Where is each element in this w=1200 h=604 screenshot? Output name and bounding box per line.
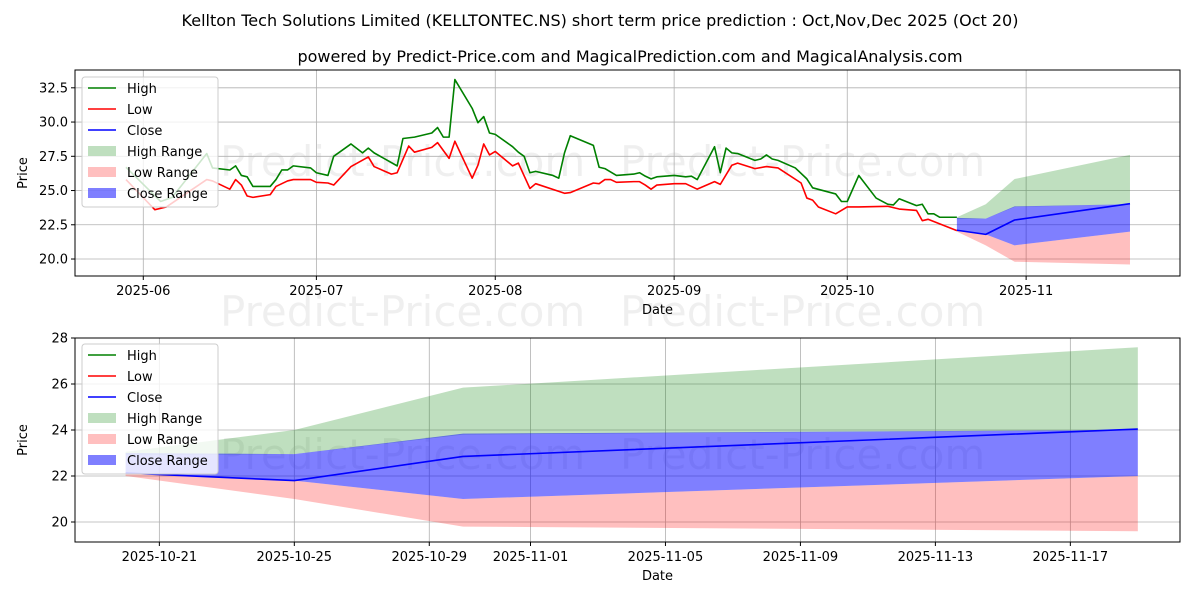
x-tick-label: 2025-11 bbox=[999, 284, 1053, 299]
axes-frame bbox=[74, 337, 1181, 543]
close-range-legend-swatch bbox=[88, 188, 116, 198]
x-tick-label: 2025-10-21 bbox=[122, 550, 198, 565]
y-tick-label: 24 bbox=[51, 423, 68, 438]
x-tick-label: 2025-11-17 bbox=[1033, 550, 1109, 565]
y-tick-label: 28 bbox=[51, 332, 68, 347]
x-tick-label: 2025-10-29 bbox=[391, 550, 467, 565]
legend-label: Low Range bbox=[127, 166, 198, 181]
y-tick-label: 30.0 bbox=[39, 116, 68, 131]
y-tick-label: 22 bbox=[51, 469, 68, 484]
legend-label: Close bbox=[127, 124, 162, 139]
legend-label: Close Range bbox=[127, 187, 208, 202]
legend: High Low Close High Range Low Range Close Ran… bbox=[81, 343, 219, 475]
x-tick-label: 2025-10 bbox=[820, 284, 874, 299]
x-tick-label: 2025-11-09 bbox=[763, 550, 839, 565]
close-range-band bbox=[956, 204, 1130, 246]
bottom-chart: Predict-Price.comPredict-Price.com2025-1… bbox=[16, 332, 1181, 584]
y-tick-label: 22.5 bbox=[39, 218, 68, 233]
watermark: Predict-Price.com bbox=[620, 137, 985, 186]
y-tick-label: 20.0 bbox=[39, 253, 68, 268]
legend-label: Low bbox=[127, 370, 153, 385]
legend: High Low Close High Range Low Range Close Ran… bbox=[81, 76, 219, 208]
chart-subtitle: powered by Predict-Price.com and Magical… bbox=[297, 47, 962, 66]
watermark: Predict-Price.com bbox=[220, 287, 585, 336]
y-tick-label: 20 bbox=[51, 515, 68, 530]
legend-label: Close Range bbox=[127, 454, 208, 469]
high-range-band bbox=[125, 347, 1138, 456]
high-range-band bbox=[956, 154, 1130, 220]
legend-label: Low Range bbox=[127, 433, 198, 448]
low-range-legend-swatch bbox=[88, 167, 116, 177]
legend-label: Low bbox=[127, 103, 153, 118]
watermark: Predict-Price.com bbox=[620, 287, 985, 336]
low-line bbox=[125, 140, 958, 232]
x-tick-label: 2025-08 bbox=[468, 284, 522, 299]
legend-label: High Range bbox=[127, 145, 202, 160]
close-line bbox=[956, 202, 1131, 236]
y-tick-label: 26 bbox=[51, 377, 68, 392]
y-axis-label: Price bbox=[16, 157, 31, 189]
y-tick-label: 27.5 bbox=[39, 150, 68, 165]
high-range-legend-swatch bbox=[88, 413, 116, 423]
y-tick-label: 32.5 bbox=[39, 81, 68, 96]
x-tick-label: 2025-11-01 bbox=[493, 550, 569, 565]
x-tick-label: 2025-10-25 bbox=[257, 550, 333, 565]
low-range-band bbox=[956, 230, 1130, 265]
chart-title: Kellton Tech Solutions Limited (KELLTONT… bbox=[182, 11, 1019, 30]
x-tick-label: 2025-11-05 bbox=[628, 550, 704, 565]
close-line bbox=[125, 428, 1138, 482]
y-tick-label: 25.0 bbox=[39, 184, 68, 199]
plot-area bbox=[125, 347, 1138, 532]
x-tick-label: 2025-09 bbox=[647, 284, 701, 299]
legend-label: Close bbox=[127, 391, 162, 406]
x-axis-label: Date bbox=[642, 569, 673, 584]
x-tick-label: 2025-11-13 bbox=[898, 550, 974, 565]
x-tick-label: 2025-06 bbox=[116, 284, 170, 299]
close-range-band bbox=[125, 429, 1138, 499]
y-axis-label: Price bbox=[16, 424, 31, 456]
low-range-legend-swatch bbox=[88, 434, 116, 444]
axes-frame bbox=[74, 69, 1181, 277]
x-tick-label: 2025-07 bbox=[289, 284, 343, 299]
high-range-legend-swatch bbox=[88, 146, 116, 156]
top-chart: Predict-Price.com Predict-Price.com Predic… bbox=[16, 69, 1181, 336]
legend-label: High bbox=[127, 349, 157, 364]
legend-label: High bbox=[127, 82, 157, 97]
low-range-band bbox=[125, 473, 1138, 532]
high-line bbox=[125, 78, 957, 219]
x-axis-label: Date bbox=[642, 303, 673, 318]
legend-label: High Range bbox=[127, 412, 202, 427]
close-range-legend-swatch bbox=[88, 455, 116, 465]
plot-area bbox=[125, 78, 1131, 265]
